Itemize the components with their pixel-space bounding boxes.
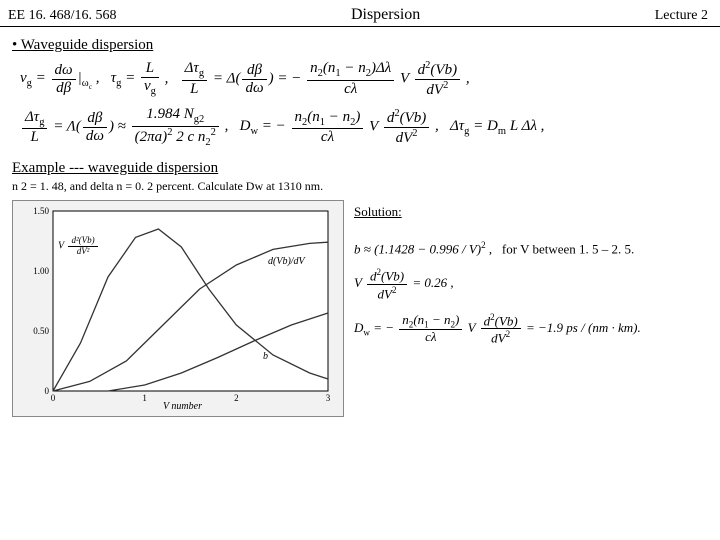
vd2vb-value-eq: V d2(Vb)dV2 = 0.26 , [354,267,708,301]
equation-row-2: ΔτgL = Λ(dβdω) ≈ 1.984 Ng2(2πa)2 2 c n22… [0,102,720,152]
slide-header: EE 16. 468/16. 568 Dispersion Lecture 2 [0,0,720,27]
svg-text:1.00: 1.00 [33,266,49,276]
example-heading: Example --- waveguide dispersion [0,152,720,177]
equation-row-1: vg = dωdβ|ωc , τg = Lvg , ΔτgL = Δ(dβdω)… [0,56,720,102]
v-range-note: for V between 1. 5 – 2. 5. [502,241,634,256]
lower-row: 0 1 2 3 0 0.50 1.00 1.50 V number b d(Vb)/dV V… [0,200,720,417]
curve-label-vd2vb: V d²(Vb)dV² [58,236,100,257]
example-text: n 2 = 1. 48, and delta n = 0. 2 percent.… [0,177,720,200]
svg-text:1.50: 1.50 [33,206,49,216]
svg-text:0: 0 [51,393,56,403]
waveguide-heading: • Waveguide dispersion [12,37,153,53]
curve-label-dvb: d(Vb)/dV [268,256,305,267]
solution-column: Solution: b ≈ (1.1428 − 0.996 / V)2 , fo… [354,200,708,417]
section-heading: • Waveguide dispersion [0,27,720,56]
beta-approx-eq: b ≈ (1.1428 − 0.996 / V)2 , for V betwee… [354,240,708,257]
svg-text:0.50: 0.50 [33,326,49,336]
graph-svg: 0 1 2 3 0 0.50 1.00 1.50 [13,201,343,416]
course-code: EE 16. 468/16. 568 [8,8,117,24]
svg-text:2: 2 [234,393,239,403]
slide-title: Dispersion [351,6,420,24]
svg-text:1: 1 [142,393,147,403]
lecture-num: Lecture 2 [655,8,708,24]
dispersion-graph: 0 1 2 3 0 0.50 1.00 1.50 V number b d(Vb)/dV V… [12,200,344,417]
solution-label: Solution: [354,204,402,220]
svg-text:3: 3 [326,393,331,403]
x-axis-label: V number [163,401,202,412]
svg-text:0: 0 [45,386,50,396]
dw-result-eq: Dw = − n2(n1 − n2)cλ V d2(Vb)dV2 = −1.9 … [354,312,708,346]
curve-label-b: b [263,351,268,362]
